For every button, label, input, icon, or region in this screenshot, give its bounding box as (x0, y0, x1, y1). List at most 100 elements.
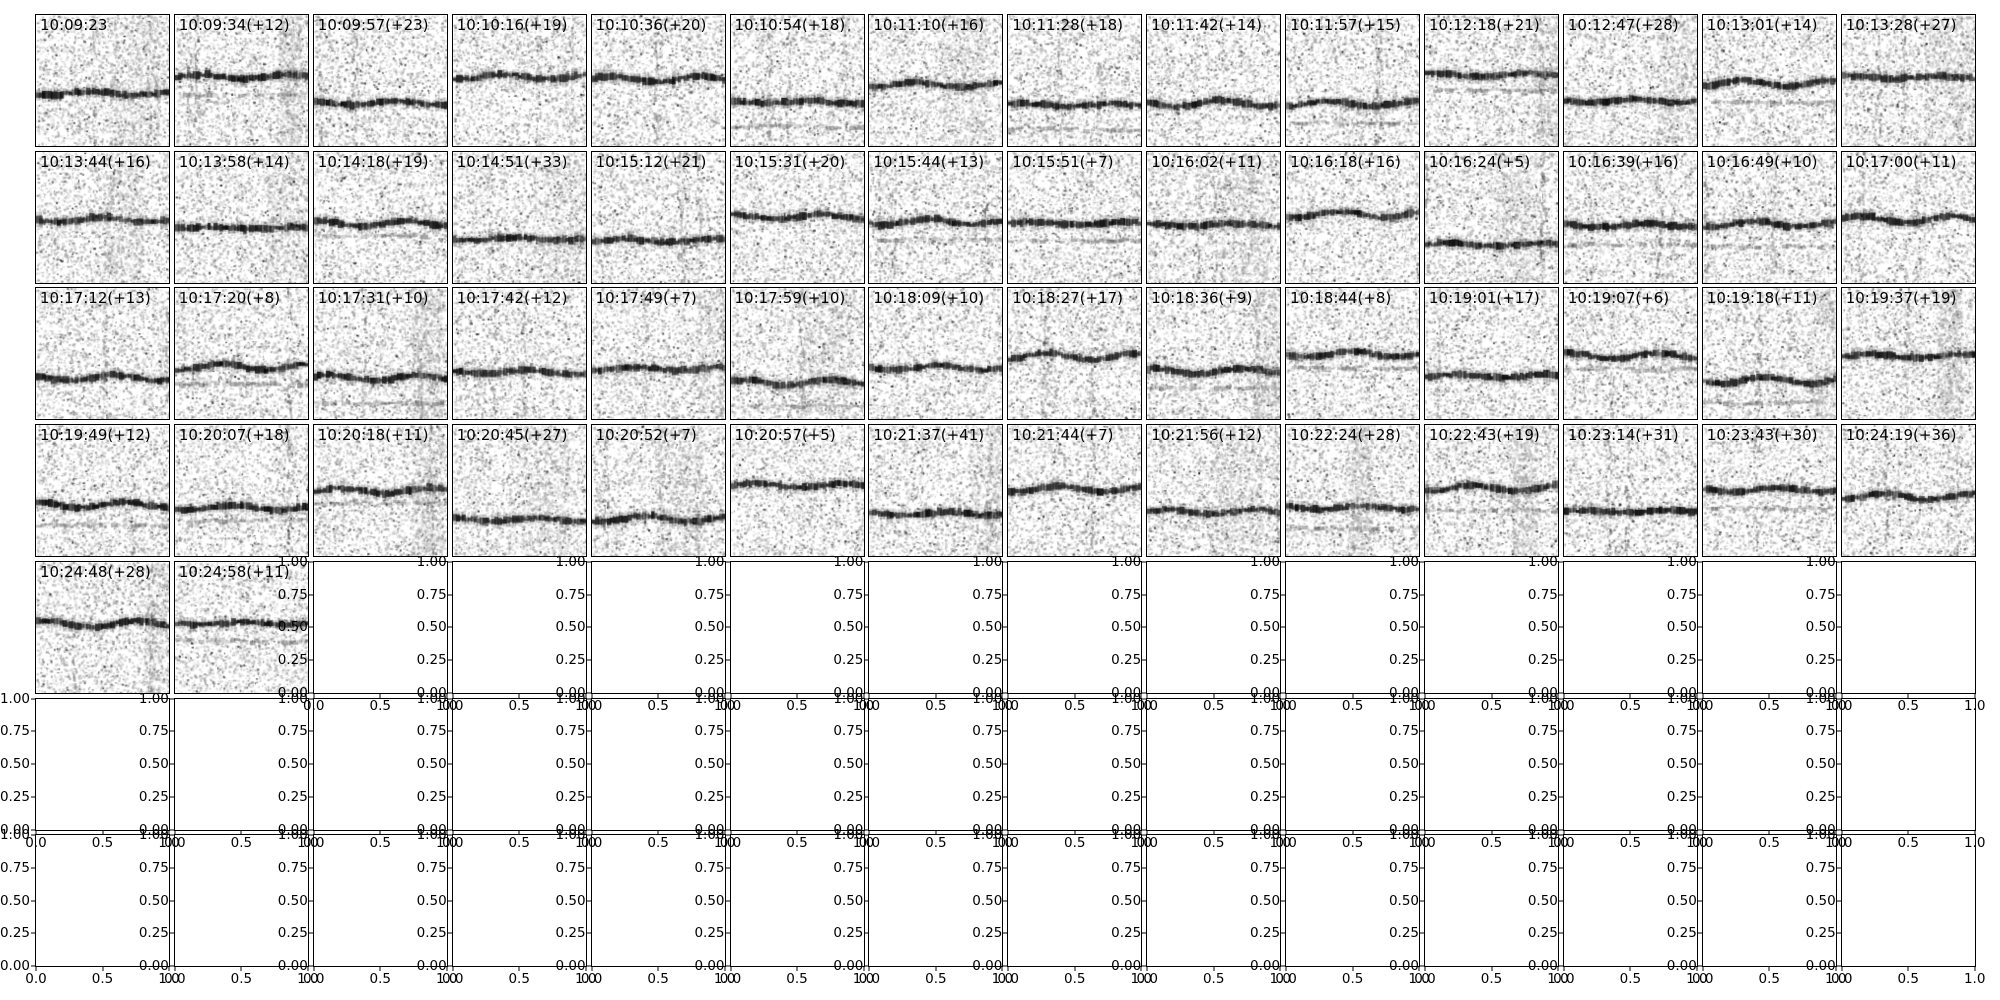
y-tick-label: 0.25 (1527, 788, 1558, 805)
y-tick-mark (864, 932, 870, 934)
x-tick-label: 0.5 (647, 697, 669, 714)
y-tick-label: 0.75 (1805, 723, 1836, 740)
y-tick-mark (447, 834, 453, 836)
y-tick-mark (1558, 796, 1564, 798)
y-tick-label: 0.50 (1250, 619, 1281, 636)
y-tick-label: 0.25 (1527, 652, 1558, 669)
spectrogram-timestamp-label: 10:19:49(+12) (40, 426, 151, 445)
spectrogram-panel: 10:18:09(+10) (868, 287, 1004, 421)
y-tick-label: 1.00 (1805, 690, 1836, 707)
x-tick-mark (585, 966, 587, 972)
y-tick-mark (1697, 900, 1703, 902)
y-tick-label: 0.50 (555, 756, 586, 772)
x-tick-mark (35, 829, 37, 835)
y-tick-mark (1003, 730, 1009, 732)
y-tick-mark (447, 796, 453, 798)
y-tick-mark (1281, 692, 1287, 694)
spectrogram-image (730, 288, 864, 420)
spectrogram-image (1702, 151, 1836, 283)
x-tick-mark (1974, 829, 1976, 835)
spectrogram-timestamp-label: 10:10:16(+19) (456, 16, 568, 34)
y-tick-label: 0.75 (1111, 859, 1142, 876)
x-tick-label: 0.0 (858, 971, 881, 988)
y-tick-mark (1142, 692, 1148, 694)
y-tick-label: 0.00 (1250, 684, 1281, 701)
y-tick-label: 0.00 (1388, 684, 1419, 701)
y-tick-label: 1.00 (1527, 690, 1558, 707)
spectrogram-timestamp-label: 10:16:02(+11) (1151, 152, 1262, 171)
x-tick-mark (1418, 692, 1420, 698)
y-tick-label: 0.75 (1666, 723, 1697, 740)
y-tick-mark (1281, 867, 1287, 869)
y-tick-mark (864, 692, 870, 694)
x-tick-label: 0.5 (925, 834, 947, 851)
x-tick-label: 0.5 (1202, 834, 1225, 851)
y-tick-label: 1.00 (416, 827, 447, 844)
empty-axes-panel: 1.00 0.75 0.50 0.25 0.00 0.0 0.5 1.0 (1528, 691, 1708, 851)
spectrogram-timestamp-label: 10:24:58(+11) (178, 562, 290, 581)
spectrogram-image (1563, 288, 1697, 420)
empty-axes-panel: 1.00 0.75 0.50 0.25 0.00 0.0 0.5 1.0 (833, 691, 1013, 851)
spectrogram-panel: 10:23:14(+31) (1562, 424, 1698, 558)
y-tick-mark (1003, 867, 1009, 869)
x-tick-mark (1285, 692, 1287, 698)
x-tick-mark (1285, 829, 1287, 835)
y-tick-mark (1697, 594, 1703, 596)
x-tick-mark (730, 692, 731, 698)
y-tick-mark (1281, 730, 1287, 732)
y-tick-label: 0.50 (1527, 619, 1558, 636)
spectrogram-panel: 10:24:19(+36) (1840, 424, 1976, 558)
spectrogram-timestamp-label: 10:14:51(+33) (456, 152, 568, 171)
spectrogram-timestamp-label: 10:18:27(+17) (1012, 289, 1124, 308)
x-tick-mark (730, 829, 731, 835)
spectrogram-panel: 10:19:18(+11) (1701, 287, 1837, 421)
y-tick-label: 0.50 (1666, 892, 1697, 909)
x-tick-mark (518, 692, 520, 698)
x-tick-label: 0.0 (997, 697, 1020, 714)
spectrogram-timestamp-label: 10:13:44(+16) (40, 152, 151, 171)
spectrogram-image (1425, 425, 1558, 557)
x-tick-mark (446, 692, 448, 698)
y-tick-label: 1.00 (972, 553, 1003, 570)
y-tick-label: 1.00 (1805, 827, 1836, 844)
x-tick-mark (1563, 829, 1565, 835)
y-tick-mark (1281, 796, 1287, 798)
y-tick-label: 0.25 (416, 925, 447, 942)
x-tick-label: 1.0 (1686, 971, 1708, 988)
empty-axes-panel: 1.00 0.75 0.50 0.25 0.00 0.0 0.5 1.0 (1111, 827, 1291, 987)
y-tick-mark (864, 829, 870, 830)
y-tick-label: 0.50 (1111, 892, 1142, 909)
spectrogram-panel: 10:15:12(+21) (590, 150, 726, 284)
y-tick-label: 0.25 (1805, 925, 1836, 942)
spectrogram-panel: 10:11:28(+18) (1007, 14, 1143, 147)
x-tick-label: 1.0 (297, 834, 319, 851)
spectrogram-panel: 10:17:00(+11) (1840, 150, 1976, 284)
x-tick-mark (1629, 966, 1631, 972)
x-tick-label: 0.0 (1830, 834, 1853, 851)
spectrogram-timestamp-label: 10:12:47(+28) (1567, 16, 1679, 34)
y-tick-mark (864, 834, 870, 836)
y-tick-mark (1003, 834, 1009, 836)
y-tick-label: 1.00 (694, 553, 725, 570)
y-tick-label: 0.00 (694, 958, 725, 975)
x-tick-label: 1.0 (436, 697, 458, 714)
x-tick-mark (1702, 966, 1704, 972)
x-tick-mark (1352, 692, 1354, 698)
x-tick-mark (1491, 692, 1492, 698)
y-tick-label: 0.50 (277, 756, 308, 772)
x-tick-label: 0.5 (1758, 834, 1781, 851)
y-tick-mark (1142, 626, 1148, 628)
y-tick-label: 0.25 (555, 652, 586, 669)
y-tick-mark (308, 659, 314, 661)
spectrogram-panel: 10:18:36(+9) (1146, 287, 1282, 421)
x-tick-label: 0.5 (1480, 971, 1503, 988)
y-tick-mark (308, 730, 314, 732)
spectrogram-image (1702, 288, 1836, 420)
x-tick-mark (724, 829, 726, 835)
y-tick-mark (308, 626, 314, 628)
y-tick-label: 0.25 (1388, 925, 1419, 942)
y-tick-label: 0.50 (972, 892, 1003, 909)
y-tick-mark (586, 932, 592, 934)
x-tick-mark (724, 692, 726, 698)
x-tick-label: 1.0 (1408, 834, 1430, 851)
